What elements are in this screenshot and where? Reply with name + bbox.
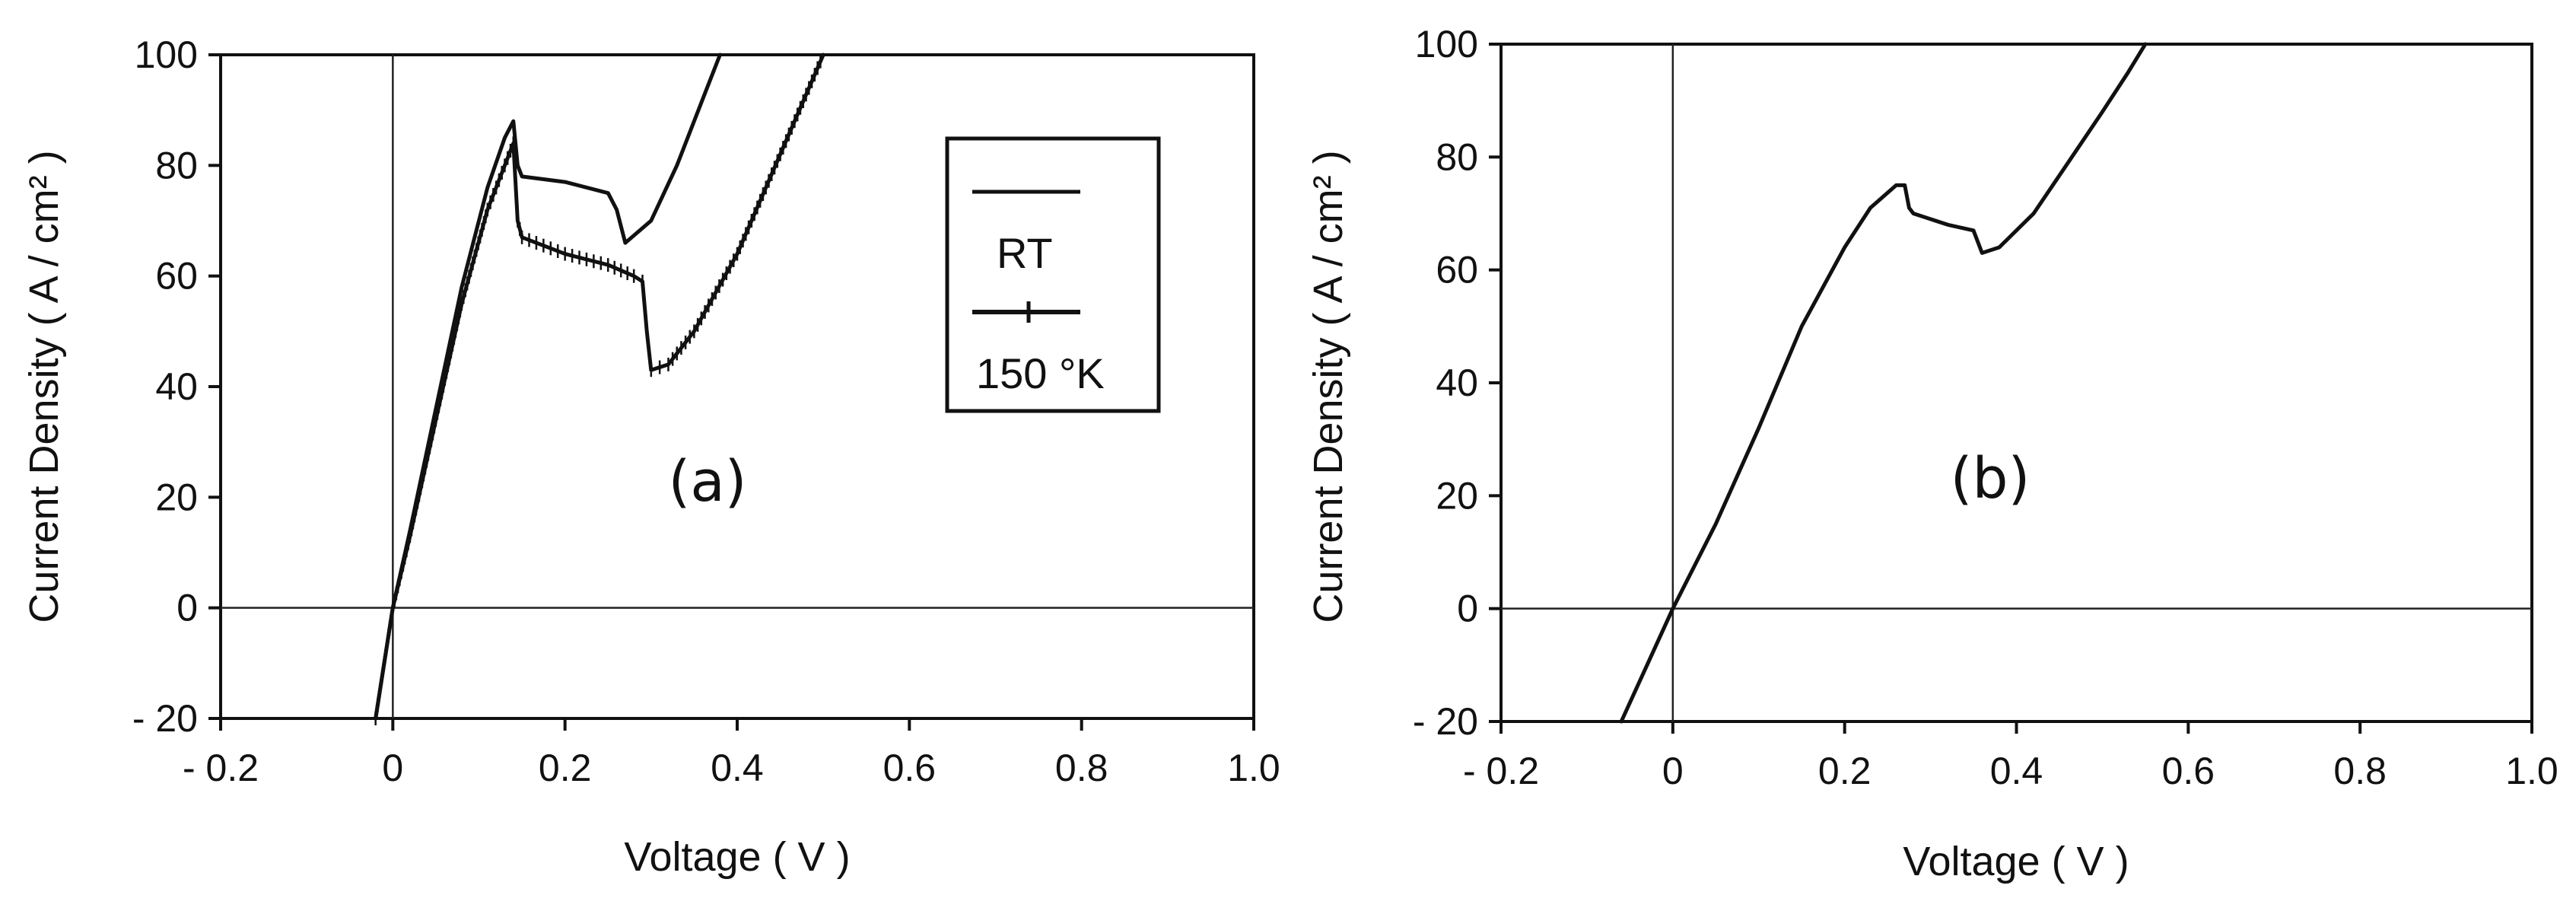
y-tick-label: 20 bbox=[155, 476, 198, 518]
y-tick-label: 100 bbox=[1415, 23, 1478, 65]
panel-a-series bbox=[374, 53, 825, 725]
x-tick-label: 0 bbox=[382, 747, 403, 789]
x-tick-label: 0 bbox=[1662, 750, 1684, 792]
x-tick-label: 0.4 bbox=[711, 747, 764, 789]
x-tick-label: 0.6 bbox=[883, 747, 937, 789]
y-tick-label: 100 bbox=[135, 33, 198, 76]
x-tick-label: 0.8 bbox=[2333, 750, 2387, 792]
legend-rt-label: RT bbox=[997, 229, 1053, 277]
series-line-curve bbox=[1619, 42, 2148, 724]
panel-a-legend: RT 150 °K bbox=[945, 136, 1161, 413]
x-tick-label: - 0.2 bbox=[1463, 750, 1539, 792]
y-tick-label: 20 bbox=[1436, 474, 1478, 517]
x-tick-label: 1.0 bbox=[1227, 747, 1280, 789]
y-tick-label: - 20 bbox=[132, 697, 198, 740]
x-tick-label: - 0.2 bbox=[183, 747, 259, 789]
y-tick-label: 0 bbox=[1457, 588, 1478, 630]
x-tick-label: 0.2 bbox=[1818, 750, 1872, 792]
y-tick-label: 40 bbox=[1436, 362, 1478, 404]
y-tick-label: 80 bbox=[155, 144, 198, 186]
panel-b-chart: - 0.2 0 0.2 0.4 0.6 0.8 1.0 - 20 0 20 40 60 80 100 V… bbox=[1305, 23, 2559, 884]
legend-box bbox=[945, 136, 1161, 413]
x-tick-label: 0.2 bbox=[539, 747, 592, 789]
y-tick-label: 60 bbox=[1436, 249, 1478, 291]
y-tick-label: - 20 bbox=[1413, 700, 1478, 743]
panel-a-y-ticks: - 20 0 20 40 60 80 100 bbox=[132, 33, 221, 740]
panel-a-y-axis-title: Current Density ( A / cm² ) bbox=[21, 150, 67, 623]
y-tick-label: 0 bbox=[177, 587, 198, 629]
x-tick-label: 0.4 bbox=[1990, 750, 2043, 792]
x-tick-label: 1.0 bbox=[2505, 750, 2559, 792]
panel-a-x-axis-title: Voltage ( V ) bbox=[624, 834, 850, 880]
panel-a-label: (a) bbox=[668, 449, 746, 514]
y-tick-label: 40 bbox=[155, 365, 198, 408]
panel-b-x-ticks: - 0.2 0 0.2 0.4 0.6 0.8 1.0 bbox=[1463, 721, 2559, 792]
panel-a-chart: - 0.2 0 0.2 0.4 0.6 0.8 1.0 - 20 0 20 40 60 80 100 V… bbox=[21, 33, 1280, 880]
y-tick-label: 80 bbox=[1436, 135, 1478, 178]
panel-b-series bbox=[1619, 42, 2148, 724]
panel-b-x-axis-title: Voltage ( V ) bbox=[1903, 839, 2129, 884]
panel-b-label: (b) bbox=[1951, 446, 2031, 511]
panel-a-x-ticks: - 0.2 0 0.2 0.4 0.6 0.8 1.0 bbox=[183, 718, 1280, 789]
x-tick-label: 0.6 bbox=[2162, 750, 2215, 792]
y-tick-label: 60 bbox=[155, 255, 198, 298]
legend-150k-label: 150 °K bbox=[976, 349, 1105, 397]
series-line-rt bbox=[374, 53, 722, 721]
x-tick-label: 0.8 bbox=[1055, 747, 1108, 789]
panel-b-y-axis-title: Current Density ( A / cm² ) bbox=[1305, 150, 1351, 623]
panel-b-y-ticks: - 20 0 20 40 60 80 100 bbox=[1413, 23, 1501, 743]
panel-b-plot-frame bbox=[1499, 43, 2533, 723]
